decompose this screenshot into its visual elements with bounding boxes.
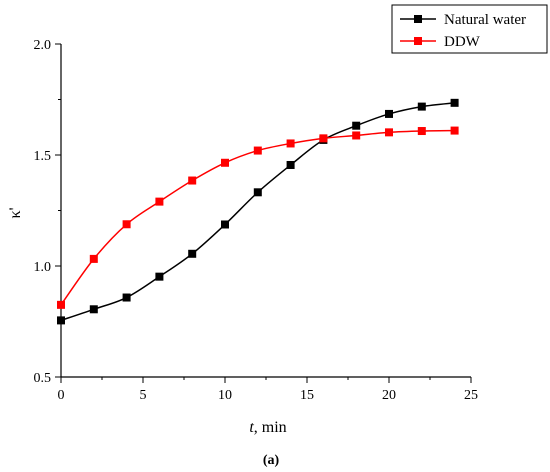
data-point-natural-water [253, 188, 262, 197]
legend-label-natural-water: Natural water [444, 12, 526, 28]
legend-label-ddw: DDW [444, 34, 481, 50]
x-tick-label: 0 [58, 388, 65, 403]
data-point-ddw [221, 158, 229, 167]
data-point-natural-water [188, 249, 197, 258]
x-tick-label: 15 [300, 388, 314, 403]
x-tick-label: 5 [140, 388, 147, 403]
data-point-ddw [385, 128, 393, 137]
series-line-ddw [60, 129, 455, 306]
y-tick-label: 1.5 [34, 149, 52, 164]
x-tick-label: 20 [382, 388, 396, 403]
data-point-ddw [319, 134, 328, 143]
data-point-ddw [122, 220, 131, 229]
figure-caption: (a) [263, 453, 280, 468]
data-point-natural-water [417, 102, 426, 111]
y-tick-label: 1.0 [34, 260, 52, 275]
x-tick-label: 25 [464, 388, 478, 403]
y-tick-label: 0.5 [34, 371, 52, 386]
data-point-ddw [286, 139, 295, 148]
data-point-natural-water [352, 121, 361, 130]
data-point-ddw [57, 300, 65, 309]
data-point-natural-water [450, 98, 459, 107]
y-axis-label: κ' [7, 207, 24, 218]
legend-marker-ddw [414, 37, 422, 45]
data-point-natural-water [155, 272, 164, 281]
data-point-ddw [352, 131, 361, 140]
x-axis-label: t, min [249, 419, 286, 436]
data-point-natural-water [385, 109, 393, 118]
data-point-ddw [253, 146, 262, 155]
series-layer [57, 98, 459, 325]
data-point-natural-water [221, 220, 229, 229]
data-point-ddw [417, 127, 426, 136]
data-point-natural-water [57, 316, 65, 325]
data-point-ddw [89, 254, 98, 263]
series-natural-water [57, 98, 459, 325]
legend: Natural water DDW [391, 4, 548, 54]
y-tick-label: 2.0 [34, 38, 52, 53]
data-point-ddw [450, 126, 459, 135]
series-line-natural-water [60, 102, 455, 322]
data-point-natural-water [122, 293, 131, 302]
data-point-natural-water [89, 305, 98, 314]
data-point-natural-water [286, 160, 295, 169]
series-ddw [57, 126, 459, 309]
data-point-ddw [155, 197, 164, 206]
axes: 0 5 10 15 20 25 0.5 1.0 1.5 2.0 [34, 38, 479, 403]
legend-marker-natural-water [414, 15, 422, 23]
data-point-ddw [188, 176, 197, 185]
x-tick-label: 10 [218, 388, 232, 403]
